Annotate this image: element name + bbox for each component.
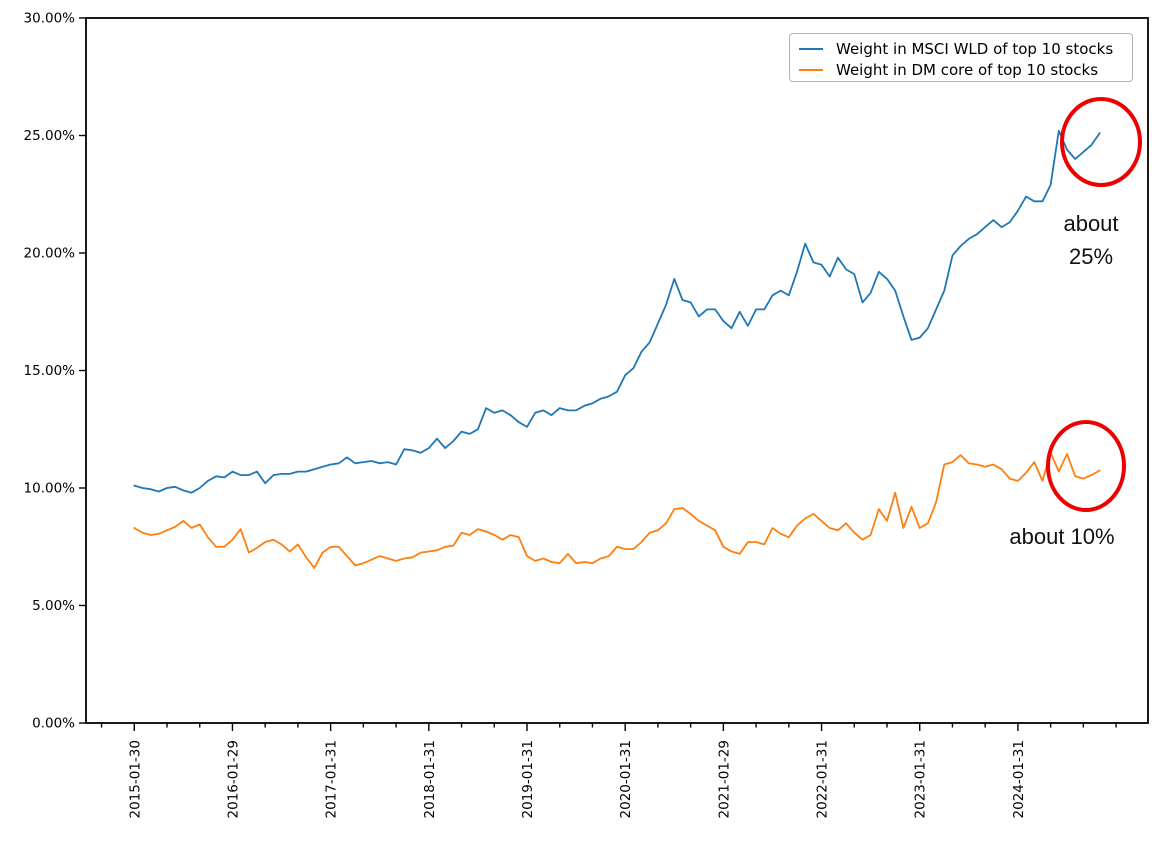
y-tick-label: 5.00% (32, 598, 75, 614)
plot-border (85, 17, 1149, 724)
x-tick-label: 2020-01-31 (618, 740, 634, 818)
legend-item-msci-wld: Weight in MSCI WLD of top 10 stocks (790, 38, 1132, 59)
x-tick-label: 2017-01-31 (324, 740, 340, 818)
x-tick-label: 2015-01-30 (127, 740, 143, 818)
axis-ticks: 0.00% 5.00% 10.00% 15.00% 20.00% 25.00% 30.00%… (24, 11, 1117, 818)
x-tick-label: 2016-01-29 (225, 740, 241, 818)
callout-line: about 10% (1009, 524, 1115, 549)
x-tick-label: 2019-01-31 (520, 740, 536, 818)
legend-label: Weight in DM core of top 10 stocks (836, 60, 1099, 79)
y-tick-label: 10.00% (24, 481, 76, 497)
legend-label: Weight in MSCI WLD of top 10 stocks (836, 39, 1114, 58)
x-tick-label: 2024-01-31 (1011, 740, 1027, 818)
msci-wld-line (133, 129, 1101, 494)
callout-line: about (1063, 211, 1119, 236)
x-tick-label: 2021-01-29 (716, 740, 732, 818)
x-tick-label: 2022-01-31 (815, 740, 831, 818)
annotation-circles (1046, 97, 1142, 512)
y-tick-label: 25.00% (24, 128, 76, 144)
x-tick-label: 2018-01-31 (422, 740, 438, 818)
dm-core-line (133, 451, 1101, 569)
series-lines (133, 129, 1101, 569)
legend-item-dm-core: Weight in DM core of top 10 stocks (790, 59, 1132, 80)
legend: Weight in MSCI WLD of top 10 stocks Weig… (789, 33, 1133, 82)
callout-line: 25% (1068, 244, 1114, 269)
red-circle-10 (1046, 420, 1126, 512)
y-tick-label: 30.00% (24, 11, 76, 27)
legend-line-swatch-blue (799, 47, 823, 50)
y-tick-label: 0.00% (32, 716, 75, 732)
red-circle-25 (1060, 97, 1142, 187)
y-tick-label: 15.00% (24, 363, 76, 379)
x-tick-label: 2023-01-31 (913, 740, 929, 818)
callout-about-10: about 10% (992, 520, 1132, 553)
callout-about-25: about 25% (1021, 207, 1161, 273)
legend-line-swatch-orange (799, 68, 823, 71)
y-tick-label: 20.00% (24, 246, 76, 262)
